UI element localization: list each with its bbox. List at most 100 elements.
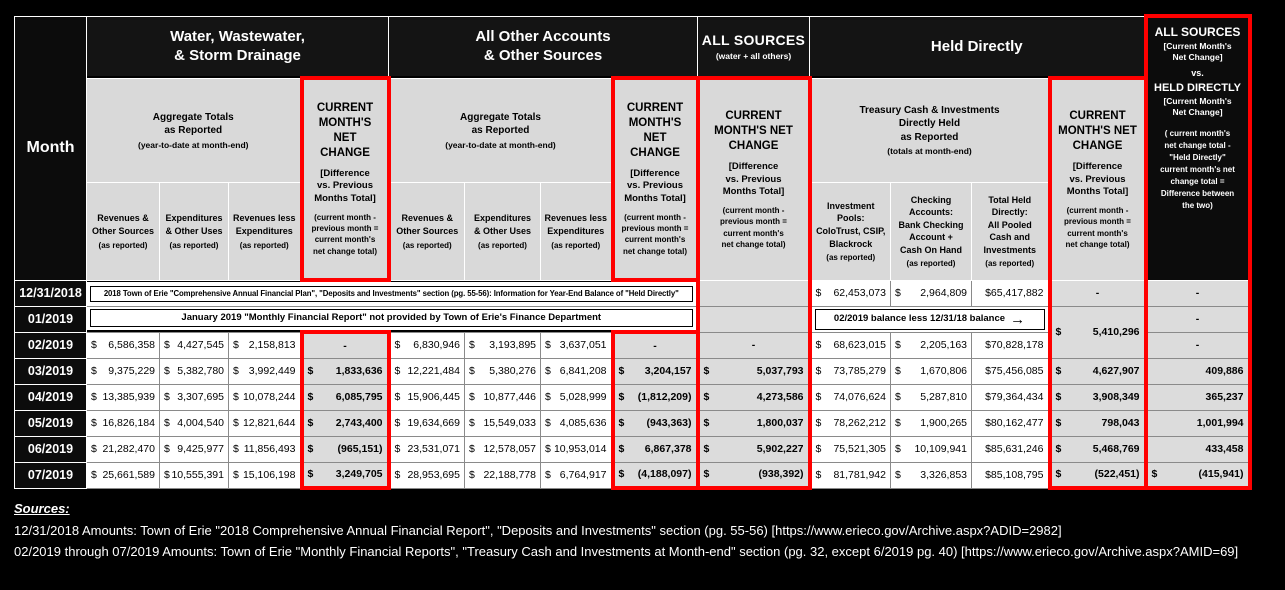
- amount-value: 1,800,037: [756, 417, 804, 429]
- amount-cell: $3,204,157: [610, 357, 700, 385]
- amount-cell: $4,427,545: [159, 331, 229, 359]
- dash-cell: -: [1143, 279, 1252, 307]
- group-header-held-directly: Held Directly: [809, 15, 1146, 79]
- empty-cell: [695, 305, 812, 333]
- dollar-sign: $: [164, 339, 170, 351]
- amount-value: 12,578,057: [483, 443, 536, 455]
- amount-cell: $ (943,363): [610, 409, 700, 437]
- dash-cell: -: [1047, 279, 1148, 307]
- dash-cell: -: [299, 330, 391, 359]
- amount-value: 3,992,449: [248, 365, 296, 377]
- group-header-other-accounts: All Other Accounts & Other Sources: [388, 15, 698, 79]
- dollar-sign: $: [545, 365, 551, 377]
- amount-cell: $5,902,227: [695, 435, 812, 463]
- note-cell: 2018 Town of Erie "Comprehensive Annual …: [86, 279, 698, 307]
- row-month-label: 06/2019: [14, 435, 87, 463]
- balance-note-cell: 02/2019 balance less 12/31/18 balance →: [809, 305, 1050, 333]
- amount-cell: $6,085,795: [299, 383, 391, 411]
- dollar-sign: $: [233, 365, 239, 377]
- amount-cell: $73,785,279: [809, 357, 891, 385]
- amount-cell: $4,004,540: [159, 409, 229, 437]
- amount-value: 5,037,793: [756, 365, 804, 377]
- amount-value: 3,908,349: [1092, 391, 1140, 403]
- amount-cell: $3,326,853: [890, 461, 972, 489]
- dollar-sign: $: [233, 391, 239, 403]
- amount-value: 11,856,493: [243, 443, 296, 455]
- amount-cell: 433,458: [1143, 435, 1252, 463]
- amount-cell: $5,468,769: [1047, 435, 1148, 463]
- amount-cell: $5,028,999: [540, 383, 613, 411]
- dollar-sign: $: [1055, 468, 1062, 481]
- amount-value: 16,826,184: [102, 417, 155, 429]
- row-month-label: 05/2019: [14, 409, 87, 437]
- dollar-sign: $: [1151, 468, 1158, 481]
- table-row: 01/2019 January 2019 "Monthly Financial R…: [14, 305, 1252, 359]
- amount-value: 798,043: [1101, 417, 1140, 429]
- dollar-sign: $: [1055, 417, 1062, 429]
- amount-value: 15,549,033: [483, 417, 536, 429]
- amount-cell: $19,634,669: [388, 409, 465, 437]
- amount-cell: $12,578,057: [464, 435, 541, 463]
- amount-cell: $ (522,451): [1047, 461, 1148, 490]
- amount-cell: $75,521,305: [809, 435, 891, 463]
- amount-cell: $6,830,946: [388, 331, 465, 359]
- amount-cell: $3,637,051: [540, 331, 613, 359]
- amount-cell: $13,385,939: [86, 383, 160, 411]
- amount-value: 68,623,015: [833, 339, 886, 351]
- amount-value: 6,764,917: [559, 469, 607, 481]
- row-month-label: 03/2019: [14, 357, 87, 385]
- source-line-2: 02/2019 through 07/2019 Amounts: Town of…: [14, 544, 1239, 559]
- financial-table: Month Water, Wastewater, & Storm Drainag…: [14, 14, 1252, 490]
- dash-cell: -: [695, 331, 812, 359]
- amount-value: 2,964,809: [920, 287, 967, 299]
- amount-cell: $28,953,695: [388, 461, 465, 489]
- dollar-sign: $: [815, 287, 822, 299]
- dollar-sign: $: [164, 469, 170, 481]
- amount-value: 5,287,810: [920, 391, 967, 403]
- amount-cell: $21,282,470: [86, 435, 160, 463]
- page-background: Month Water, Wastewater, & Storm Drainag…: [0, 14, 1285, 590]
- amount-value: 21,282,470: [102, 443, 155, 455]
- net-change-header-water: CURRENT MONTH'S NET CHANGE [Difference v…: [299, 76, 391, 282]
- dollar-sign: $: [815, 469, 822, 481]
- amount-value: 2,158,813: [248, 339, 296, 351]
- treasury-header: Treasury Cash & Investments Directly Hel…: [809, 77, 1050, 183]
- dollar-sign: $: [895, 417, 901, 429]
- dollar-sign: $: [394, 365, 401, 377]
- dollar-sign: $: [895, 469, 901, 481]
- amount-value: 12,821,644: [242, 417, 296, 429]
- aggregate-header-water: Aggregate Totals as Reported (year-to-da…: [86, 77, 302, 183]
- amount-cell: $85,631,246: [971, 435, 1050, 463]
- amount-cell: 409,886: [1143, 357, 1252, 385]
- amount-cell: $ (415,941): [1143, 461, 1252, 490]
- amount-cell: $62,453,073: [809, 279, 891, 307]
- dollar-sign: $: [164, 417, 170, 429]
- dollar-sign: $: [618, 391, 625, 403]
- amount-cell: $3,193,895: [464, 331, 541, 359]
- amount-value: 13,385,939: [102, 391, 155, 403]
- amount-value: 4,627,907: [1092, 365, 1140, 377]
- col-header-other-revenues: Revenues & Other Sources (as reported): [388, 181, 465, 281]
- amount-value: 3,204,157: [644, 365, 692, 377]
- amount-value: 365,237: [1205, 391, 1244, 403]
- dollar-sign: $: [164, 365, 170, 377]
- amount-value: 4,273,586: [756, 391, 804, 403]
- note-text: January 2019 "Monthly Financial Report" …: [90, 309, 693, 328]
- dollar-sign: $: [895, 339, 901, 351]
- amount-cell: $81,781,942: [809, 461, 891, 489]
- amount-value: 3,326,853: [920, 469, 967, 481]
- amount-cell: 365,237: [1143, 383, 1252, 411]
- amount-value: 3,249,705: [335, 468, 383, 481]
- amount-cell: $ (1,812,209): [610, 383, 700, 411]
- amount-value: 75,521,305: [833, 443, 886, 455]
- dollar-sign: $: [233, 339, 239, 351]
- dollar-sign: $: [307, 365, 314, 377]
- amount-value: 9,425,977: [177, 443, 224, 455]
- note-text: 2018 Town of Erie "Comprehensive Annual …: [90, 285, 693, 302]
- amount-cell: $2,158,813: [228, 331, 302, 359]
- group-header-all-sources: ALL SOURCES (water + all others): [697, 15, 810, 79]
- amount-cell: $3,908,349: [1047, 383, 1148, 411]
- amount-value: 433,458: [1205, 443, 1244, 455]
- amount-value: 9,375,229: [108, 365, 155, 377]
- amount-cell: $15,549,033: [464, 409, 541, 437]
